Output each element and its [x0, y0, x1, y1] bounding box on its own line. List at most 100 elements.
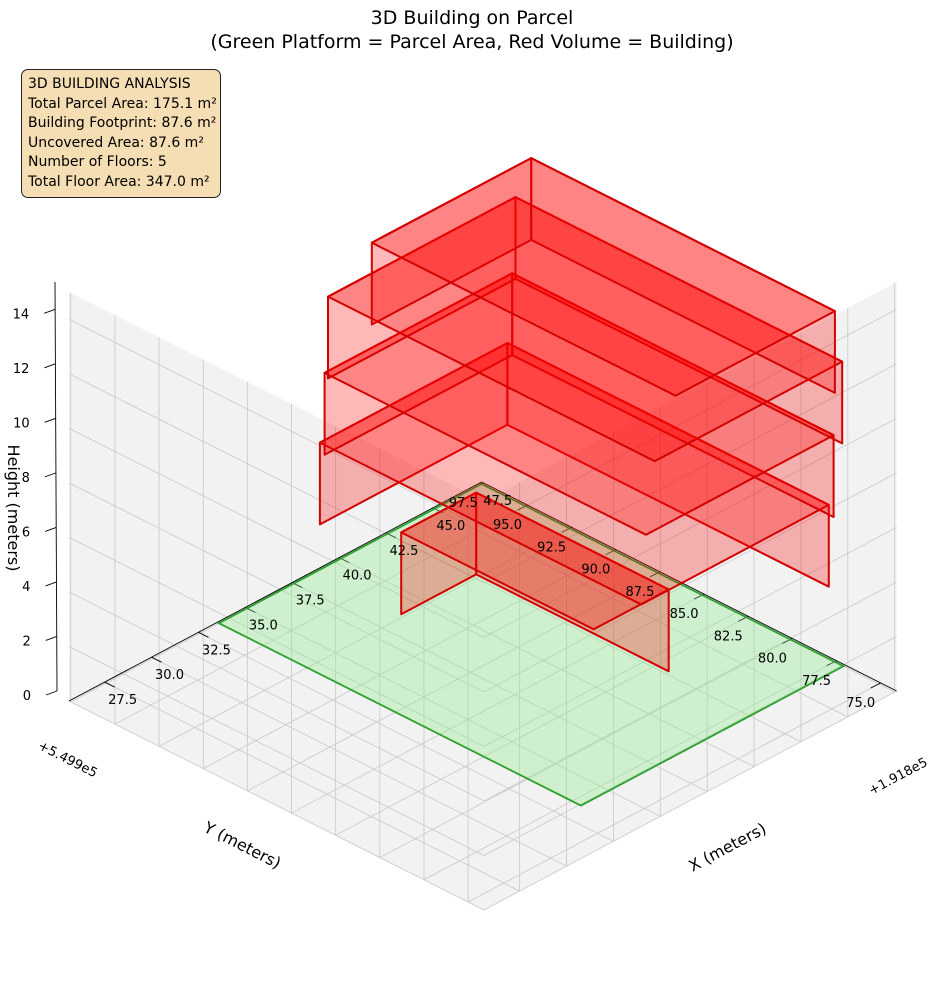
info-line-footprint: Building Footprint: 87.6 m² [28, 115, 217, 131]
grid-line-x [151, 656, 567, 867]
grid-line-y [467, 682, 881, 903]
x-tick-label: 40.0 [343, 569, 372, 584]
floor-4-volume [327, 196, 844, 463]
y-axis-line [481, 481, 897, 692]
y-tick-label: 82.5 [714, 629, 743, 644]
z-tick-label: 2 [22, 634, 30, 649]
y-tick-label: 77.5 [802, 674, 831, 689]
z-tick [43, 308, 56, 314]
grid-line-z [68, 427, 485, 638]
x-tick-label: 30.0 [155, 668, 184, 683]
x-tick-label: 32.5 [202, 643, 231, 658]
z-tick-label: 6 [22, 525, 30, 540]
grid-line-z [483, 417, 897, 638]
y-tick [870, 682, 881, 689]
y-axis-title: Y (meters) [200, 817, 284, 872]
x-tick-label: 35.0 [249, 618, 278, 633]
chart-title-line-1: 3D Building on Parcel [370, 7, 574, 29]
info-line-floor-area: Total Floor Area: 347.0 m² [28, 173, 210, 190]
back-wall-x-pane [69, 292, 484, 910]
grid-line-z [483, 581, 897, 802]
building-volumes [216, 157, 846, 807]
grid-line-z [68, 537, 485, 747]
chart-title: 3D Building on Parcel (Green Platform = … [0, 6, 944, 54]
grid-line-y [379, 638, 793, 858]
grid-line-y [158, 527, 572, 747]
y-tick-label: 85.0 [670, 607, 699, 622]
x-axis-title: X (meters) [685, 819, 769, 876]
x-tick-label: 42.5 [389, 544, 418, 559]
x-tick [198, 631, 209, 638]
grid-line-z [68, 482, 485, 693]
grid-line-z [68, 646, 485, 856]
grid-line-z [483, 690, 897, 911]
floor-1-volume [400, 491, 670, 673]
y-tick-label: 87.5 [625, 585, 654, 600]
x-tick [151, 656, 162, 663]
x-axis-line [68, 481, 482, 702]
floor-face [318, 342, 830, 606]
grid-line-z [68, 318, 485, 529]
y-tick-label: 95.0 [493, 518, 522, 533]
grid-line-z [68, 373, 485, 584]
grid-line-z [68, 591, 485, 802]
z-tick [45, 636, 57, 641]
y-offset-label: +5.499e5 [35, 739, 99, 782]
x-tick [104, 681, 115, 688]
x-tick-label: 37.5 [296, 594, 325, 609]
grid-line-z [483, 308, 897, 529]
grid-line-y [335, 615, 749, 836]
info-line-uncovered: Uncovered Area: 87.6 m² [28, 134, 204, 151]
x-tick-label: 27.5 [108, 693, 137, 708]
y-tick-label: 90.0 [581, 563, 610, 578]
grid-line-y [203, 549, 617, 769]
x-tick-label: 47.5 [483, 494, 512, 509]
z-tick-label: 10 [13, 416, 30, 431]
grid-line-x [291, 582, 708, 792]
z-tick [44, 417, 56, 423]
grid-line-x [338, 557, 755, 768]
analysis-info-box: 3D BUILDING ANALYSIS Total Parcel Area: … [21, 69, 221, 198]
floor-face [323, 272, 835, 536]
grid-line-x [385, 532, 802, 743]
floor-face [327, 196, 844, 463]
back-wall-y-pane [484, 282, 897, 910]
floor-face [370, 157, 836, 397]
grid-line-x [198, 631, 614, 842]
z-tick-label: 12 [13, 362, 30, 377]
z-tick-label: 4 [22, 580, 30, 595]
z-tick-label: 8 [22, 471, 30, 486]
z-tick [44, 472, 57, 478]
z-tick-label: 0 [23, 689, 31, 704]
y-tick-label: 92.5 [537, 540, 566, 555]
x-tick-label: 45.0 [436, 519, 465, 534]
grid-line-y [423, 660, 837, 881]
info-line-floors: Number of Floors: 5 [28, 154, 167, 170]
z-tick-label: 14 [13, 307, 30, 322]
y-tick-label: 75.0 [846, 696, 875, 711]
info-line-parcel-area: Total Parcel Area: 175.1 m² [28, 95, 217, 112]
chart-title-line-2: (Green Platform = Parcel Area, Red Volum… [210, 31, 734, 53]
grid-line-x [245, 607, 661, 817]
grid-line-y [247, 571, 661, 792]
z-tick [45, 581, 57, 587]
z-tick [45, 526, 57, 532]
grid-line-z [68, 700, 485, 911]
grid-line-x [432, 507, 849, 718]
floor-2-volume [318, 342, 830, 606]
z-axis-line [54, 281, 58, 692]
floor-5-volume [370, 157, 836, 397]
z-axis-title: Height (meters) [4, 445, 23, 572]
x-offset-label: +1.918e5 [866, 755, 930, 798]
y-tick-label: 97.5 [449, 496, 478, 511]
parcel-platform [216, 482, 846, 807]
grid-line-y [114, 504, 528, 725]
grid-line-z [483, 636, 897, 856]
z-tick [45, 690, 58, 696]
grid-line-z [483, 363, 897, 584]
z-tick [44, 363, 56, 369]
grid-line-x [104, 681, 520, 892]
grid-line-y [291, 593, 705, 814]
y-tick-label: 80.0 [758, 652, 787, 667]
